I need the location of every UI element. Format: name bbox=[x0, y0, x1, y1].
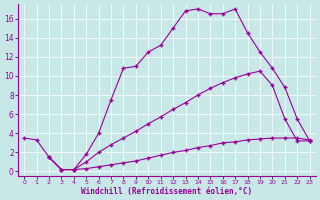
X-axis label: Windchill (Refroidissement éolien,°C): Windchill (Refroidissement éolien,°C) bbox=[81, 187, 252, 196]
